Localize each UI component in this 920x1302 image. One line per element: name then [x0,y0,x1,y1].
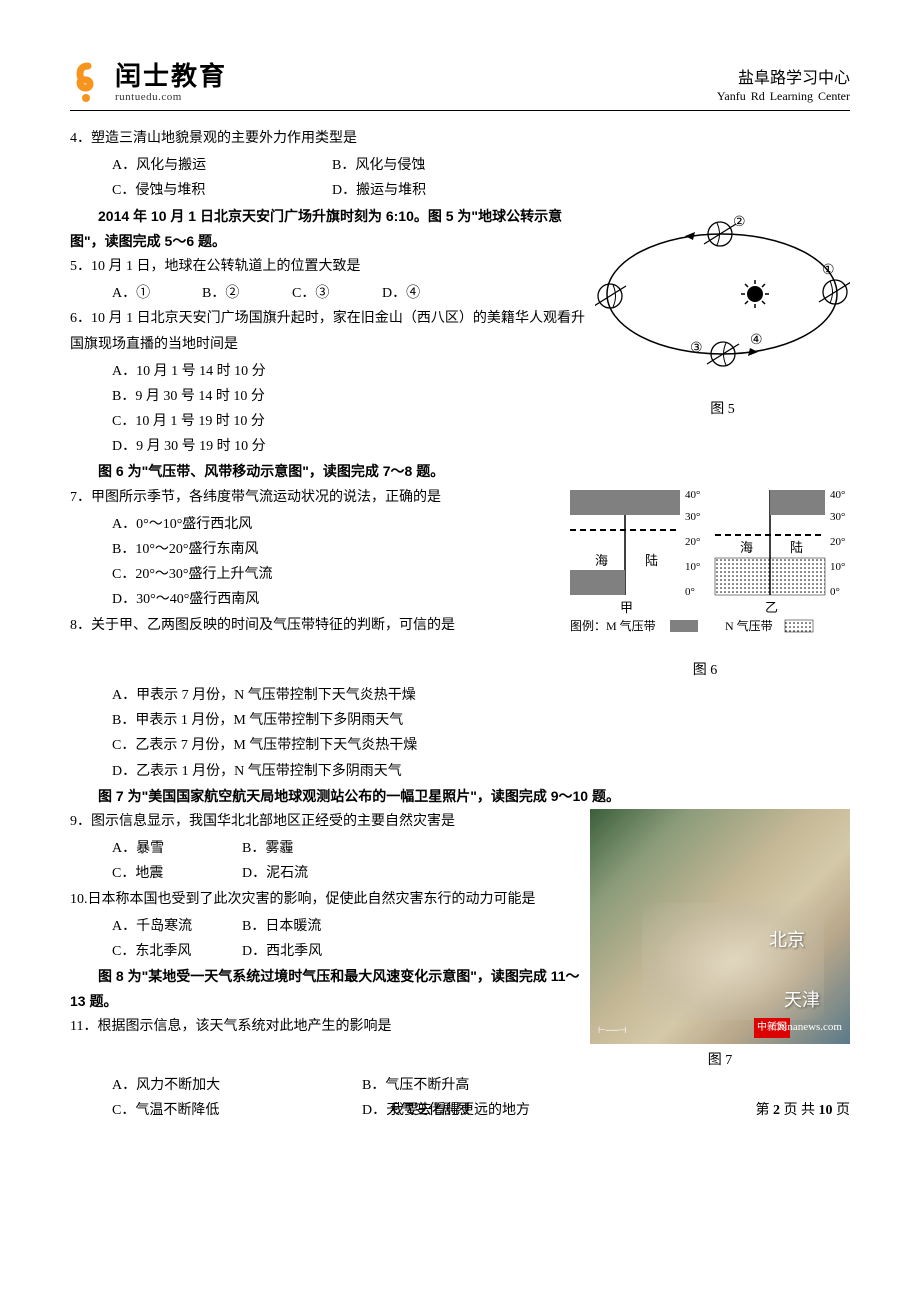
opt-10d: D．西北季风 [242,939,322,964]
question-5: 5．10 月 1 日，地球在公转轨道上的位置大致是 [70,254,585,279]
question-9: 9．图示信息显示，我国华北北部地区正经受的主要自然灾害是 [70,809,580,834]
orbit-diagram-svg: ① ② ③ ④ [595,204,850,384]
svg-text:②: ② [733,215,746,230]
page-footer: 我要去看得更远的地方 第 2 页 共 10 页 [70,1098,850,1123]
opt-8c: C．乙表示 7 月份，M 气压带控制下天气炎热干燥 [112,733,850,758]
pressure-belt-svg: 海 陆 40° 30° 20° 10° 0° 甲 海 陆 40° 30° 2 [560,485,850,645]
question-9-options: A．暴雪 B．雾霾 [70,836,580,861]
opt-6c: C．10 月 1 号 19 时 10 分 [112,409,585,434]
figure-6-caption: 图 6 [560,658,850,683]
learning-center: 盐阜路学习中心 Yanfu Rd Learning Center [717,69,850,105]
svg-text:③: ③ [690,341,703,356]
figure-5: ① ② ③ ④ 图 5 [595,204,850,422]
figure-6: 海 陆 40° 30° 20° 10° 0° 甲 海 陆 40° 30° 2 [560,485,850,683]
svg-text:海: 海 [595,553,608,568]
logo: 闰士教育 runtuedu.com [70,60,227,105]
opt-9c: C．地震 [112,861,242,886]
page-header: 闰士教育 runtuedu.com 盐阜路学习中心 Yanfu Rd Learn… [70,60,850,111]
svg-text:10°: 10° [830,561,845,573]
opt-5d: D．④ [382,281,420,306]
opt-5c: C．③ [292,281,382,306]
svg-text:甲: 甲 [620,600,633,615]
opt-9b: B．雾霾 [242,836,293,861]
svg-text:0°: 0° [685,586,695,598]
svg-text:N 气压带: N 气压带 [725,618,773,633]
satellite-image: 北京 天津 中新网 Chinanews.com ⊢──⊣ [590,809,850,1044]
question-7-options: A．0°～10°盛行西北风 B．10°～20°盛行东南风 C．20°～30°盛行… [70,512,550,613]
opt-7d: D．30°～40°盛行西南风 [112,587,550,612]
opt-4b: B．风化与侵蚀 [332,153,425,178]
question-6-options: A．10 月 1 号 14 时 10 分 B．9 月 30 号 14 时 10 … [70,359,585,460]
opt-7b: B．10°～20°盛行东南风 [112,537,550,562]
opt-6b: B．9 月 30 号 14 时 10 分 [112,384,585,409]
opt-4d: D．搬运与堆积 [332,178,426,203]
logo-icon [70,60,110,105]
opt-7a: A．0°～10°盛行西北风 [112,512,550,537]
opt-4a: A．风化与搬运 [112,153,332,178]
intro-9-10: 图 7 为"美国国家航空航天局地球观测站公布的一幅卫星照片"，读图完成 9～10… [70,784,850,809]
opt-10c: C．东北季风 [112,939,242,964]
question-11-options: A．风力不断加大 B．气压不断升高 [70,1073,850,1098]
question-7: 7．甲图所示季节，各纬度带气流运动状况的说法，正确的是 [70,485,550,510]
question-8-options: A．甲表示 7 月份，N 气压带控制下天气炎热干燥 B．甲表示 1 月份，M 气… [70,683,850,784]
intro-5-6: 2014 年 10 月 1 日北京天安门广场升旗时刻为 6:10。图 5 为"地… [70,204,585,254]
svg-text:20°: 20° [830,536,845,548]
opt-8b: B．甲表示 1 月份，M 气压带控制下多阴雨天气 [112,708,850,733]
svg-text:陆: 陆 [790,540,803,555]
svg-text:40°: 40° [830,489,845,501]
logo-text-cn: 闰士教育 [115,62,227,91]
opt-10a: A．千岛寒流 [112,914,242,939]
svg-text:图例：M 气压带: 图例：M 气压带 [570,618,656,633]
opt-7c: C．20°～30°盛行上升气流 [112,562,550,587]
opt-6a: A．10 月 1 号 14 时 10 分 [112,359,585,384]
opt-5a: A．① [112,281,202,306]
logo-url: runtuedu.com [115,91,227,103]
svg-text:④: ④ [750,333,763,348]
center-name-cn: 盐阜路学习中心 [717,69,850,90]
question-4-options: A．风化与搬运 B．风化与侵蚀 [70,153,850,178]
opt-8d: D．乙表示 1 月份，N 气压带控制下多阴雨天气 [112,759,850,784]
question-10: 10.日本称本国也受到了此次灾害的影响，促使此自然灾害东行的动力可能是 [70,887,580,912]
figure-7: 北京 天津 中新网 Chinanews.com ⊢──⊣ 图 7 [590,809,850,1073]
svg-text:30°: 30° [830,511,845,523]
opt-11b: B．气压不断升高 [362,1073,469,1098]
svg-text:40°: 40° [685,489,700,501]
opt-9d: D．泥石流 [242,861,308,886]
center-name-en: Yanfu Rd Learning Center [717,89,850,105]
svg-text:10°: 10° [685,561,700,573]
svg-text:30°: 30° [685,511,700,523]
city-tianjin: 天津 [784,984,820,1016]
opt-10b: B．日本暖流 [242,914,321,939]
opt-5b: B．② [202,281,292,306]
city-beijing: 北京 [769,924,805,956]
opt-9a: A．暴雪 [112,836,242,861]
question-4: 4．塑造三清山地貌景观的主要外力作用类型是 [70,126,850,151]
opt-4c: C．侵蚀与堆积 [112,178,332,203]
intro-7-8: 图 6 为"气压带、风带移动示意图"，读图完成 7～8 题。 [70,459,850,484]
question-8: 8．关于甲、乙两图反映的时间及气压带特征的判断，可信的是 [70,613,550,638]
footer-slogan: 我要去看得更远的地方 [390,1098,530,1123]
question-10-options: A．千岛寒流 B．日本暖流 [70,914,580,939]
opt-11a: A．风力不断加大 [112,1073,362,1098]
figure-7-caption: 图 7 [590,1048,850,1073]
question-11: 11．根据图示信息，该天气系统对此地产生的影响是 [70,1014,580,1039]
figure-5-caption: 图 5 [595,397,850,422]
svg-text:0°: 0° [830,586,840,598]
opt-6d: D．9 月 30 号 19 时 10 分 [112,434,585,459]
svg-text:海: 海 [740,540,753,555]
svg-text:20°: 20° [685,536,700,548]
scale-bar: ⊢──⊣ [598,1022,626,1038]
question-5-options: A．① B．② C．③ D．④ [70,281,585,306]
page-number: 第 2 页 共 10 页 [756,1098,851,1123]
svg-text:陆: 陆 [645,553,658,568]
svg-text:①: ① [822,263,835,278]
question-6: 6．10 月 1 日北京天安门广场国旗升起时，家在旧金山（西八区）的美籍华人观看… [70,306,585,356]
intro-11-13: 图 8 为"某地受一天气系统过境时气压和最大风速变化示意图"，读图完成 11～1… [70,964,580,1014]
opt-8a: A．甲表示 7 月份，N 气压带控制下天气炎热干燥 [112,683,850,708]
watermark-url: Chinanews.com [771,1018,842,1038]
svg-text:乙: 乙 [765,600,778,615]
